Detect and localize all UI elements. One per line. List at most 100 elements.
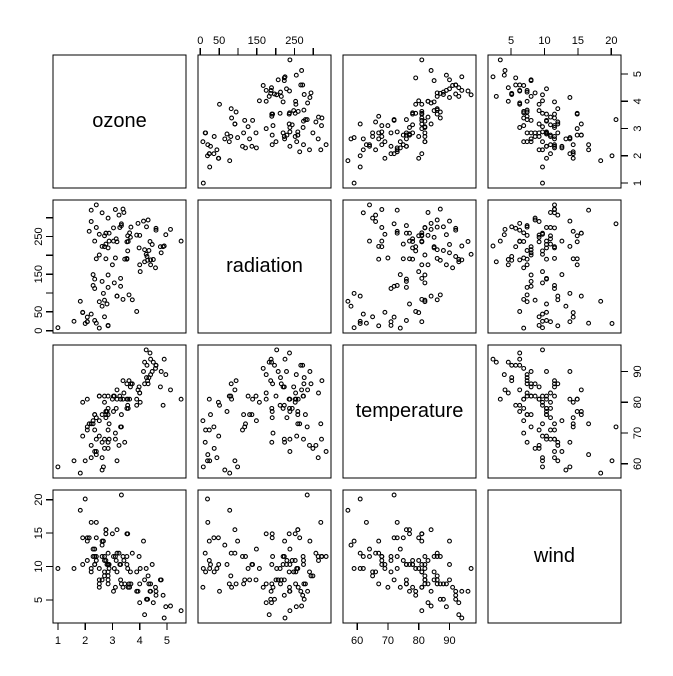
data-point	[544, 405, 549, 411]
data-point	[84, 396, 90, 402]
data-point	[407, 562, 412, 567]
data-point	[544, 301, 549, 307]
data-point	[574, 262, 580, 268]
panel-wind-wind	[487, 489, 622, 624]
data-point	[532, 134, 538, 139]
data-point	[125, 402, 131, 408]
data-point	[253, 130, 259, 136]
data-point	[559, 418, 565, 424]
data-point	[294, 433, 300, 439]
data-point	[250, 562, 256, 567]
data-point	[137, 262, 143, 268]
data-point	[208, 562, 213, 567]
data-point	[379, 558, 385, 563]
data-point	[513, 244, 519, 250]
data-point	[431, 569, 437, 575]
data-point	[71, 318, 77, 324]
data-point	[613, 221, 619, 227]
data-point	[532, 297, 538, 303]
data-point	[459, 74, 465, 80]
points-ozone-vs-wind	[490, 57, 619, 186]
data-point	[555, 121, 561, 127]
data-point	[413, 588, 419, 594]
data-point	[388, 143, 394, 149]
data-point	[269, 600, 274, 606]
data-point	[403, 223, 409, 229]
data-point	[447, 562, 452, 567]
data-point	[120, 378, 126, 384]
data-point	[450, 584, 456, 590]
data-point	[150, 600, 156, 606]
data-point	[517, 387, 523, 393]
data-point	[528, 384, 534, 390]
data-point	[287, 350, 292, 356]
data-point	[400, 535, 406, 541]
data-point	[301, 381, 307, 387]
data-point	[540, 92, 545, 98]
data-point	[242, 577, 248, 583]
data-point	[413, 309, 419, 314]
data-point	[211, 445, 217, 451]
data-point	[153, 365, 158, 371]
data-point	[453, 592, 459, 598]
tick-label: 1	[55, 635, 61, 647]
data-point	[348, 542, 354, 548]
data-point	[419, 232, 425, 238]
data-point	[419, 584, 425, 590]
data-point	[544, 309, 549, 315]
data-point	[299, 387, 305, 393]
data-point	[270, 430, 276, 436]
data-point	[434, 573, 440, 579]
data-point	[513, 362, 519, 368]
data-point	[544, 143, 549, 149]
data-point	[419, 57, 425, 63]
data-point	[268, 588, 274, 594]
data-point	[419, 562, 425, 567]
data-point	[128, 224, 134, 230]
data-point	[105, 284, 111, 290]
data-point	[200, 418, 206, 424]
data-point	[367, 202, 372, 208]
data-point	[379, 238, 385, 244]
data-point	[403, 581, 409, 587]
data-point	[229, 115, 235, 121]
data-point	[228, 134, 234, 139]
data-point	[410, 245, 416, 251]
data-point	[419, 275, 425, 281]
data-point	[217, 588, 222, 594]
tick-label: 0	[197, 35, 203, 47]
data-point	[524, 372, 530, 378]
data-point	[122, 256, 128, 262]
data-point	[407, 132, 412, 138]
data-point	[540, 147, 545, 153]
data-point	[127, 396, 133, 402]
data-point	[422, 134, 428, 139]
data-point	[517, 409, 523, 414]
tick-label: 50	[213, 35, 225, 47]
data-point	[532, 90, 538, 96]
data-point	[216, 433, 222, 439]
data-point	[376, 581, 382, 587]
data-point	[521, 405, 527, 411]
data-point	[287, 88, 292, 94]
data-point	[178, 608, 184, 614]
data-point	[570, 399, 576, 405]
data-point	[400, 256, 406, 262]
data-point	[256, 98, 262, 104]
data-point	[382, 139, 388, 145]
data-point	[376, 323, 382, 329]
data-point	[281, 384, 287, 390]
data-point	[407, 256, 412, 262]
data-point	[410, 256, 416, 262]
data-point	[447, 577, 452, 583]
data-point	[391, 577, 397, 583]
data-point	[295, 129, 301, 135]
data-point	[211, 535, 217, 541]
data-point	[544, 396, 549, 402]
data-point	[214, 455, 220, 461]
data-point	[149, 562, 155, 567]
data-point	[217, 101, 222, 107]
tick-label: 10	[538, 35, 550, 47]
data-point	[149, 369, 155, 374]
data-point	[382, 231, 388, 237]
